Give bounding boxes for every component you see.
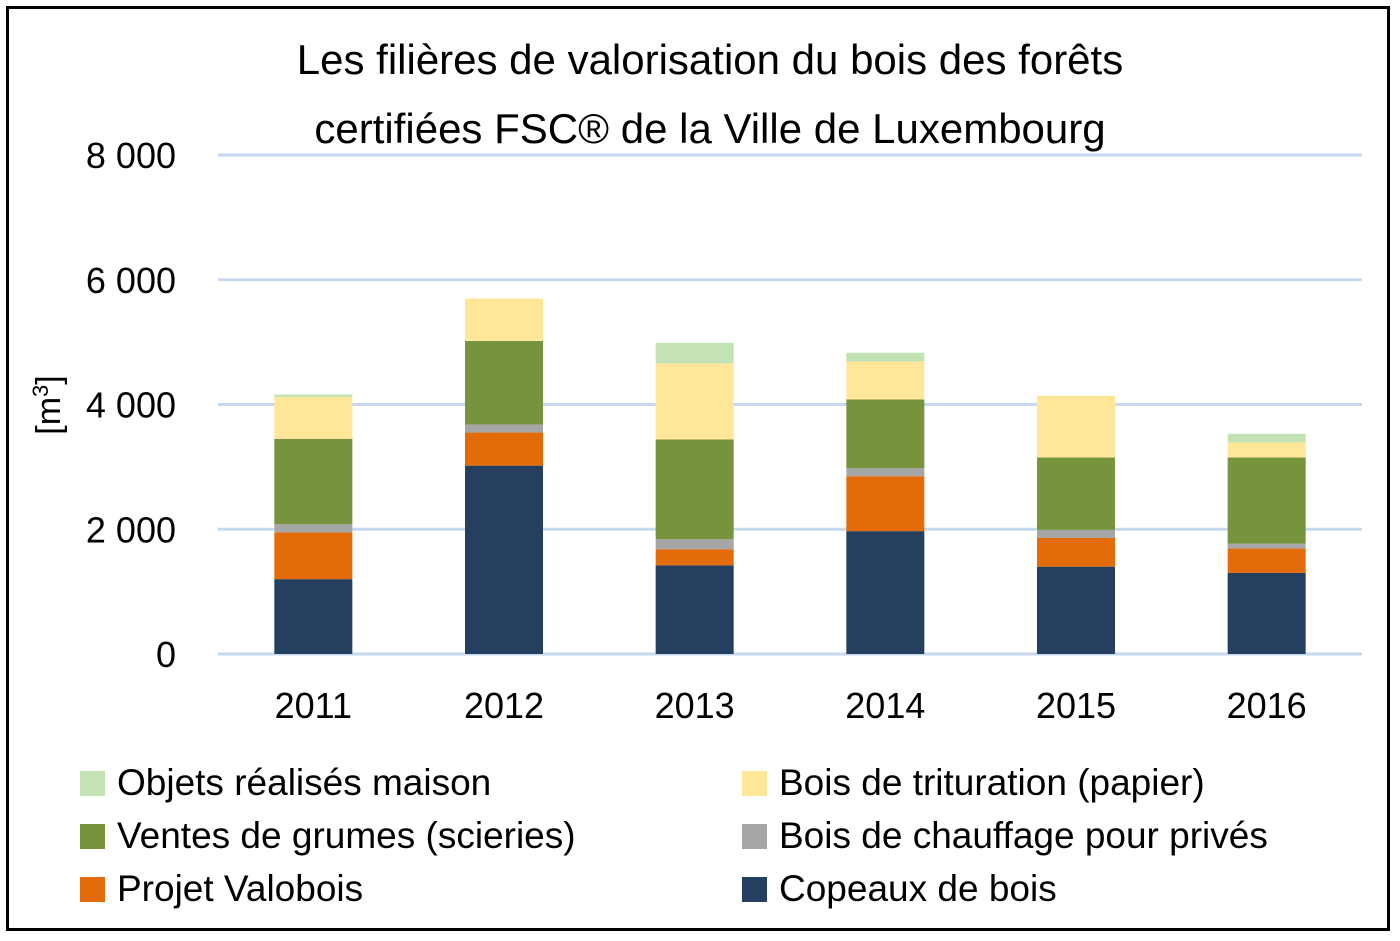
y-tick-label: 8 000 xyxy=(86,135,176,176)
bar-segment xyxy=(274,579,353,654)
y-tick-label: 4 000 xyxy=(86,385,176,426)
legend-item: Bois de trituration (papier) xyxy=(742,762,1205,804)
bar-segment xyxy=(846,352,925,362)
bar-segment xyxy=(846,361,925,400)
x-tick-label: 2014 xyxy=(845,685,925,726)
gridlines xyxy=(218,153,1362,656)
x-tick-label: 2012 xyxy=(464,685,544,726)
bar-segment xyxy=(274,394,353,398)
bar-segment xyxy=(274,532,353,580)
y-tick-label: 2 000 xyxy=(86,509,176,550)
bar-segment xyxy=(1227,543,1306,549)
bar-segment xyxy=(274,524,353,533)
bar-segment xyxy=(1037,457,1115,530)
bar-segment xyxy=(1227,572,1306,654)
bar-segment xyxy=(655,342,734,364)
legend-item: Ventes de grumes (scieries) xyxy=(80,815,576,857)
legend-label: Projet Valobois xyxy=(117,868,364,909)
legend-item: Objets réalisés maison xyxy=(80,762,491,804)
bar-segment xyxy=(655,565,734,654)
legend-swatch xyxy=(80,876,105,902)
legend-swatch xyxy=(742,770,767,796)
bar-segment xyxy=(1037,566,1115,654)
bar-segment xyxy=(655,439,734,540)
bar-segment xyxy=(655,549,734,566)
x-axis-ticks: 2011 2012 2013 2014 2015 2016 xyxy=(275,685,1307,726)
y-axis-title-end: ] xyxy=(30,375,68,384)
y-tick-label: 0 xyxy=(156,634,176,675)
bar-segment xyxy=(465,465,543,654)
legend-item: Projet Valobois xyxy=(80,868,363,910)
x-tick-label: 2016 xyxy=(1227,685,1307,726)
bar-segment xyxy=(274,438,353,525)
legend-swatch xyxy=(80,823,105,849)
bar-segment xyxy=(1037,395,1115,458)
legend-item: Copeaux de bois xyxy=(742,868,1057,910)
bars xyxy=(274,298,1306,654)
bar-segment xyxy=(846,468,925,477)
y-axis-title-superscript: 3 xyxy=(28,385,53,397)
x-tick-label: 2015 xyxy=(1036,685,1116,726)
y-axis-title: [m3] xyxy=(28,375,69,434)
bar-segment xyxy=(465,424,543,433)
bar-segment xyxy=(465,298,543,341)
chart-title-line-2: certifiées FSC® de la Ville de Luxembour… xyxy=(314,105,1105,152)
legend-label: Bois de trituration (papier) xyxy=(779,762,1205,803)
bar-segment xyxy=(1037,537,1115,567)
bar-segment xyxy=(846,531,925,654)
x-tick-label: 2011 xyxy=(275,685,352,726)
chart-title-line-1: Les filières de valorisation du bois des… xyxy=(297,36,1123,83)
legend-item: Bois de chauffage pour privés xyxy=(742,815,1268,857)
bar-segment xyxy=(1037,529,1115,538)
bar-segment xyxy=(1227,548,1306,573)
bar-segment xyxy=(274,397,353,439)
bar-segment xyxy=(1227,442,1306,458)
legend-swatch xyxy=(742,876,767,902)
legend-label: Ventes de grumes (scieries) xyxy=(117,815,576,856)
legend-label: Objets réalisés maison xyxy=(117,762,492,803)
bar-segment xyxy=(655,363,734,440)
bar-segment xyxy=(655,539,734,550)
y-axis-title-base: [m xyxy=(30,397,68,435)
bar-segment xyxy=(465,432,543,466)
legend-label: Bois de chauffage pour privés xyxy=(779,815,1268,856)
legend-label: Copeaux de bois xyxy=(779,868,1057,909)
y-axis-ticks: 0 2 000 4 000 6 000 8 000 xyxy=(86,135,176,675)
y-tick-label: 6 000 xyxy=(86,260,176,301)
bar-segment xyxy=(1227,457,1306,544)
bar-segment xyxy=(846,476,925,532)
x-tick-label: 2013 xyxy=(655,685,735,726)
bar-segment xyxy=(1227,433,1306,443)
bar-segment xyxy=(846,399,925,469)
legend-swatch xyxy=(742,823,767,849)
bar-segment xyxy=(465,340,543,425)
legend-swatch xyxy=(80,770,105,796)
